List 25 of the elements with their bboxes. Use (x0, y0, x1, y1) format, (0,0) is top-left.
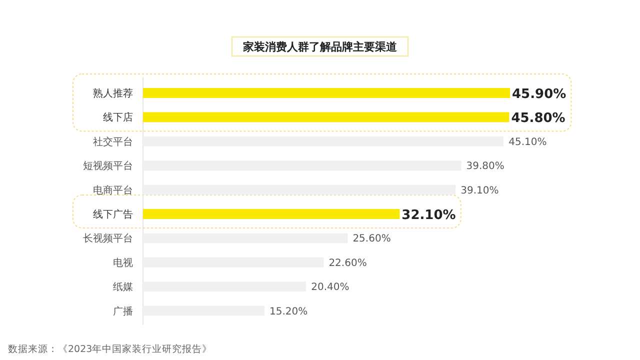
y-tick-label: 短视频平台 (83, 160, 133, 172)
data-label: 39.80% (466, 161, 504, 172)
data-label: 45.10% (508, 136, 547, 148)
source-note: 数据来源：《2023年中国家装行业研究报告》 (8, 343, 212, 355)
chart-title: 家装消费人群了解品牌主要渠道 (242, 40, 398, 54)
data-label: 45.90% (512, 87, 566, 102)
y-tick-label: 线下广告 (93, 208, 133, 220)
bar (143, 209, 400, 219)
y-tick-label: 电商平台 (93, 184, 133, 196)
data-label: 22.60% (328, 258, 367, 269)
y-tick-label: 熟人推荐 (93, 88, 133, 100)
bar (143, 112, 510, 122)
y-tick-label: 纸媒 (113, 281, 133, 294)
data-label: 15.20% (270, 306, 308, 318)
y-tick-label: 长视频平台 (83, 232, 133, 245)
y-tick-label: 社交平台 (93, 136, 133, 148)
y-tick-label: 广播 (113, 305, 133, 318)
bar (143, 88, 510, 98)
data-label: 45.80% (511, 111, 566, 126)
data-label: 39.10% (460, 185, 499, 196)
data-label: 20.40% (311, 282, 350, 294)
data-label: 25.60% (352, 234, 391, 245)
y-tick-label: 线下店 (103, 112, 133, 124)
data-label: 32.10% (402, 208, 456, 223)
y-tick-label: 电视 (113, 256, 133, 269)
